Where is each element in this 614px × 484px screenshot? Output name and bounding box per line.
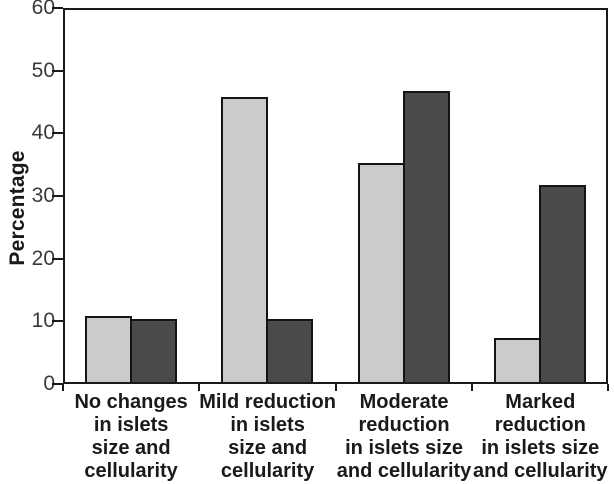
category-label-line: and cellularity bbox=[473, 460, 608, 482]
y-tick-label: 50 bbox=[31, 58, 55, 82]
y-tick-mark bbox=[52, 320, 63, 323]
y-tick-label: 30 bbox=[31, 184, 55, 207]
bar-light-gray-series-category-3 bbox=[357, 162, 405, 382]
bar-light-gray-series-category-4 bbox=[493, 338, 541, 382]
category-label-line: No changes bbox=[74, 391, 188, 413]
category-label-line: in islets size bbox=[345, 437, 463, 459]
y-tick-mark bbox=[52, 383, 63, 385]
y-tick-mark bbox=[52, 195, 63, 197]
category-label-line: size and bbox=[228, 437, 308, 459]
category-label-line: in islets bbox=[93, 414, 169, 436]
y-tick-label: 10 bbox=[31, 309, 55, 333]
category-label-line: cellularity bbox=[220, 460, 315, 482]
category-label-line: and cellularity bbox=[336, 460, 472, 482]
y-tick-mark bbox=[52, 132, 63, 135]
y-tick-label: 60 bbox=[31, 0, 55, 19]
category-label: No changes in islets size and cellularity bbox=[63, 391, 199, 483]
x-tick-mark bbox=[62, 384, 64, 391]
category-label-line: cellularity bbox=[84, 460, 178, 482]
category-label-line: in islets size bbox=[481, 437, 600, 459]
y-tick-label: 40 bbox=[31, 121, 55, 145]
category-label-line: in islets bbox=[230, 414, 305, 436]
bar-dark-gray-series-category-2 bbox=[266, 319, 314, 382]
category-label: Moderate reduction in islets size and cellu… bbox=[336, 391, 472, 483]
x-tick-mark bbox=[607, 384, 609, 391]
category-label-line: reduction bbox=[494, 414, 586, 436]
category-label: Marked reduction in islets size and cellula… bbox=[472, 391, 608, 483]
bar-dark-gray-series-category-3 bbox=[402, 90, 450, 382]
category-label-line: size and bbox=[91, 437, 171, 459]
x-tick-mark bbox=[470, 384, 473, 391]
bar-dark-gray-series-category-1 bbox=[130, 319, 178, 382]
x-tick-mark bbox=[198, 384, 201, 391]
y-tick-mark bbox=[52, 7, 63, 9]
bar-dark-gray-series-category-4 bbox=[538, 184, 586, 382]
bar-light-gray-series-category-1 bbox=[85, 316, 133, 382]
category-label-line: Marked bbox=[505, 391, 576, 413]
category-label: Mild reduction in islets size and cellulari… bbox=[199, 391, 336, 483]
x-tick-mark bbox=[334, 384, 337, 391]
category-label-line: reduction bbox=[358, 414, 450, 436]
category-label-line: Mild reduction bbox=[199, 391, 336, 413]
y-tick-mark bbox=[52, 69, 63, 72]
y-tick-mark bbox=[52, 257, 63, 260]
y-tick-label: 0 bbox=[43, 372, 55, 395]
bar-light-gray-series-category-2 bbox=[221, 96, 269, 382]
x-axis-labels: No changes in islets size and cellularity Mi… bbox=[63, 391, 608, 483]
y-tick-label: 20 bbox=[31, 246, 55, 270]
category-label-line: Moderate bbox=[359, 391, 449, 413]
